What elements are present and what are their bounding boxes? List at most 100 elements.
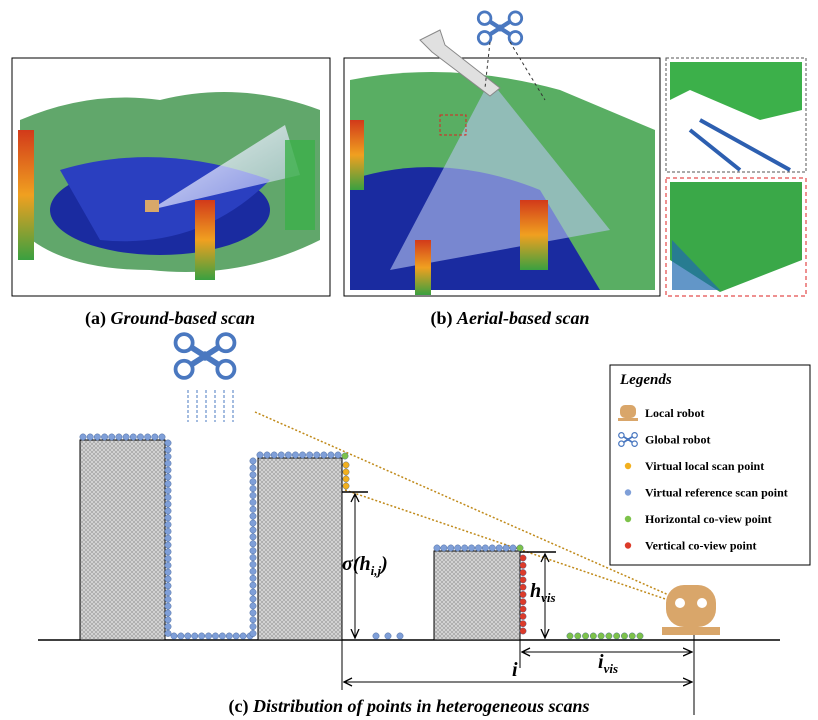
scan-point xyxy=(87,434,93,440)
scan-point xyxy=(517,545,523,551)
scan-point xyxy=(165,542,171,548)
scan-point xyxy=(165,487,171,493)
scan-point xyxy=(621,633,627,639)
scan-point xyxy=(165,617,171,623)
robot-icon xyxy=(662,585,720,635)
scan-point xyxy=(250,458,256,464)
math-main: h xyxy=(530,580,541,602)
drone-rotor xyxy=(217,361,234,378)
scan-point xyxy=(567,633,573,639)
math-sub: i,j xyxy=(371,563,382,578)
scan-point xyxy=(233,633,239,639)
caption-label: (a) xyxy=(85,308,106,329)
scan-point xyxy=(165,481,171,487)
scan-point xyxy=(257,452,263,458)
scan-point xyxy=(250,541,256,547)
building xyxy=(434,551,520,640)
scan-point xyxy=(590,633,596,639)
sigma-label: σ(hi,j) xyxy=(342,553,388,578)
scan-point xyxy=(250,603,256,609)
scan-point xyxy=(165,494,171,500)
scan-point xyxy=(520,613,526,619)
scan-point xyxy=(165,515,171,521)
scan-point xyxy=(94,434,100,440)
scan-point xyxy=(165,576,171,582)
scan-point xyxy=(137,434,143,440)
scan-point xyxy=(165,508,171,514)
scan-point xyxy=(165,583,171,589)
scan-point xyxy=(178,633,184,639)
scan-point xyxy=(165,447,171,453)
scan-point xyxy=(461,545,467,551)
i-label: i xyxy=(512,659,518,681)
scan-point xyxy=(250,499,256,505)
scan-point xyxy=(165,467,171,473)
legend-swatch xyxy=(625,542,631,548)
scan-point xyxy=(613,633,619,639)
legend-label: Vertical co-view point xyxy=(645,539,757,553)
scan-point xyxy=(250,472,256,478)
scan-point xyxy=(165,596,171,602)
scan-point xyxy=(510,545,516,551)
scan-point xyxy=(448,545,454,551)
math-main: ) xyxy=(379,553,388,575)
legend-robot xyxy=(620,405,636,418)
scan-point xyxy=(165,460,171,466)
scan-point xyxy=(321,452,327,458)
drone-rotor xyxy=(509,12,522,25)
legend-title: Legends xyxy=(619,372,672,388)
scan-point xyxy=(629,633,635,639)
legend-swatch xyxy=(625,516,631,522)
scan-point xyxy=(520,621,526,627)
legend-label: Virtual reference scan point xyxy=(645,486,788,500)
scan-point xyxy=(520,562,526,568)
drone-icon xyxy=(176,334,235,378)
scan-point xyxy=(328,452,334,458)
scan-point xyxy=(250,534,256,540)
scan-point xyxy=(165,535,171,541)
scan-point xyxy=(468,545,474,551)
scan-point xyxy=(264,452,270,458)
scan-point xyxy=(455,545,461,551)
scan-point xyxy=(165,603,171,609)
scan-point xyxy=(482,545,488,551)
scan-point xyxy=(165,453,171,459)
caption-text: Ground-based scan xyxy=(110,308,255,328)
scan-point xyxy=(165,555,171,561)
drone-rotor xyxy=(176,334,193,351)
scan-point xyxy=(101,434,107,440)
scan-point xyxy=(250,596,256,602)
scan-point xyxy=(80,434,86,440)
legend-robot xyxy=(618,418,638,421)
i-vis-label: ivis xyxy=(598,651,618,676)
scan-point xyxy=(598,633,604,639)
scan-point xyxy=(165,501,171,507)
aerial-zoom-top xyxy=(666,58,806,172)
scan-point xyxy=(250,630,256,636)
scan-point xyxy=(165,610,171,616)
scan-point xyxy=(165,549,171,555)
scan-point xyxy=(250,492,256,498)
scan-point xyxy=(278,452,284,458)
legend-label: Virtual local scan point xyxy=(645,459,764,473)
scan-point xyxy=(219,633,225,639)
legend-label: Global robot xyxy=(645,433,710,447)
scan-point xyxy=(271,452,277,458)
scan-point xyxy=(159,434,165,440)
scan-point xyxy=(342,453,348,459)
legend-label: Horizontal co-view point xyxy=(645,512,772,526)
scan-point xyxy=(165,623,171,629)
drone-rotor xyxy=(509,32,522,45)
scan-point xyxy=(250,554,256,560)
scan-point xyxy=(475,545,481,551)
scan-point xyxy=(343,483,349,489)
caption-text: Distribution of points in heterogeneous … xyxy=(252,696,590,716)
caption: (c) Distribution of points in heterogene… xyxy=(228,696,589,717)
scan-point xyxy=(250,561,256,567)
scan-point xyxy=(373,633,379,639)
scan-point xyxy=(152,434,158,440)
scan-point xyxy=(165,474,171,480)
scan-point xyxy=(637,633,643,639)
scan-point xyxy=(144,434,150,440)
scan-point xyxy=(250,479,256,485)
